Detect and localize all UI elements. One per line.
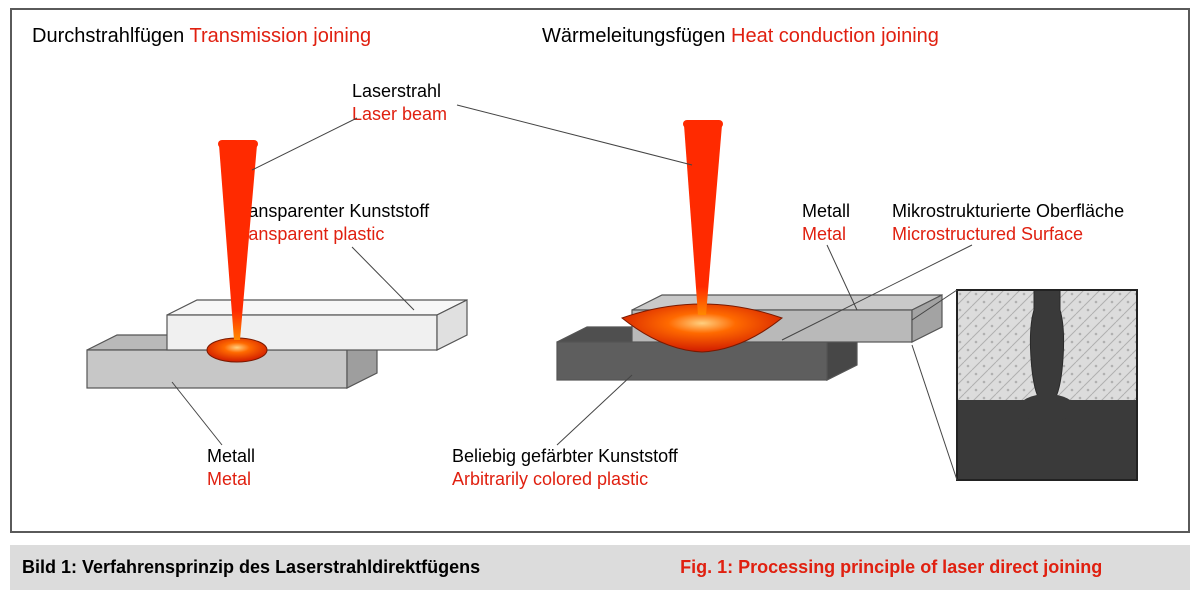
laser-cone-right bbox=[684, 125, 722, 315]
caption-de: Bild 1: Verfahrensprinzip des Laserstrah… bbox=[22, 557, 480, 578]
laser-top-cap-right bbox=[683, 120, 723, 128]
melt-pool-left bbox=[207, 338, 267, 362]
diagram-svg bbox=[12, 10, 1188, 531]
caption-bar: Bild 1: Verfahrensprinzip des Laserstrah… bbox=[10, 545, 1190, 590]
micrograph bbox=[957, 290, 1137, 480]
left-diagram bbox=[87, 140, 467, 388]
figure-frame: Durchstrahlfügen Transmission joining Wä… bbox=[10, 8, 1190, 533]
caption-en: Fig. 1: Processing principle of laser di… bbox=[680, 557, 1102, 578]
laser-top-cap-left bbox=[218, 140, 258, 148]
right-diagram bbox=[557, 120, 942, 380]
transparent-slab bbox=[167, 300, 467, 350]
leader-lines bbox=[172, 105, 972, 480]
